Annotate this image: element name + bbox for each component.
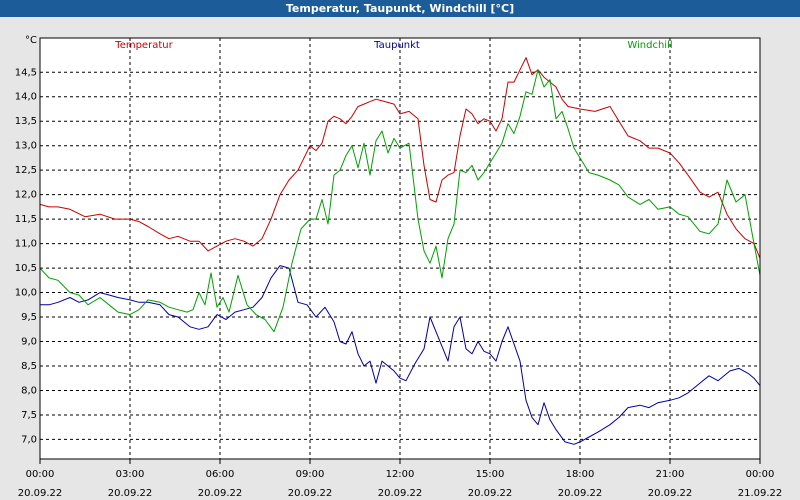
x-tick-date-label: 20.09.22 — [288, 488, 333, 499]
y-tick-label: 14,5 — [15, 67, 37, 78]
x-tick-date-label: 20.09.22 — [108, 488, 153, 499]
legend-temperatur: Temperatur — [114, 40, 173, 51]
x-tick-time-label: 12:00 — [386, 469, 415, 480]
x-tick-time-label: 15:00 — [476, 469, 505, 480]
y-tick-label: 12,5 — [15, 165, 37, 176]
x-tick-date-label: 21.09.22 — [738, 488, 783, 499]
y-tick-label: 13,0 — [15, 141, 37, 152]
x-tick-time-label: 00:00 — [746, 469, 775, 480]
plot-frame — [39, 37, 761, 460]
y-tick-label: 10,5 — [15, 263, 37, 274]
x-tick-date-label: 20.09.22 — [378, 488, 423, 499]
y-tick-label: 11,0 — [15, 239, 37, 250]
x-tick-date-label: 20.09.22 — [198, 488, 243, 499]
y-tick-label: 9,0 — [21, 337, 37, 348]
x-tick-time-label: 06:00 — [206, 469, 235, 480]
legend-windchill: Windchill — [627, 40, 672, 51]
x-tick-time-label: 09:00 — [296, 469, 325, 480]
y-tick-label: 8,0 — [21, 385, 37, 396]
x-tick-date-label: 20.09.22 — [468, 488, 513, 499]
x-tick-date-label: 20.09.22 — [558, 488, 603, 499]
legend-taupunkt: Taupunkt — [373, 40, 420, 51]
y-tick-label: 14,0 — [15, 92, 37, 103]
x-tick-time-label: 21:00 — [656, 469, 685, 480]
y-axis-label: °C — [25, 35, 37, 46]
x-tick-date-label: 20.09.22 — [18, 488, 63, 499]
chart-title: Temperatur, Taupunkt, Windchill [°C] — [0, 0, 800, 17]
series-line-temperatur — [39, 57, 761, 259]
y-tick-label: 8,5 — [21, 361, 37, 372]
series-line-taupunkt — [40, 265, 761, 445]
x-tick-time-label: 03:00 — [116, 469, 145, 480]
series-line-windchill — [39, 69, 761, 333]
x-tick-time-label: 00:00 — [26, 469, 55, 480]
x-tick-date-label: 20.09.22 — [648, 488, 693, 499]
y-tick-label: 7,5 — [21, 410, 37, 421]
y-tick-label: 9,5 — [21, 312, 37, 323]
y-tick-label: 11,5 — [15, 214, 37, 225]
x-tick-time-label: 18:00 — [566, 469, 595, 480]
y-tick-label: 7,0 — [21, 434, 37, 445]
y-tick-label: 10,0 — [15, 288, 37, 299]
chart-area: 7,0 7,5 8,0 8,5 9,0 9,5 10,0 10,5 11,0 11,5 12,0 12… — [15, 35, 783, 499]
y-tick-label: 12,0 — [15, 190, 37, 201]
y-tick-label: 13,5 — [15, 116, 37, 127]
